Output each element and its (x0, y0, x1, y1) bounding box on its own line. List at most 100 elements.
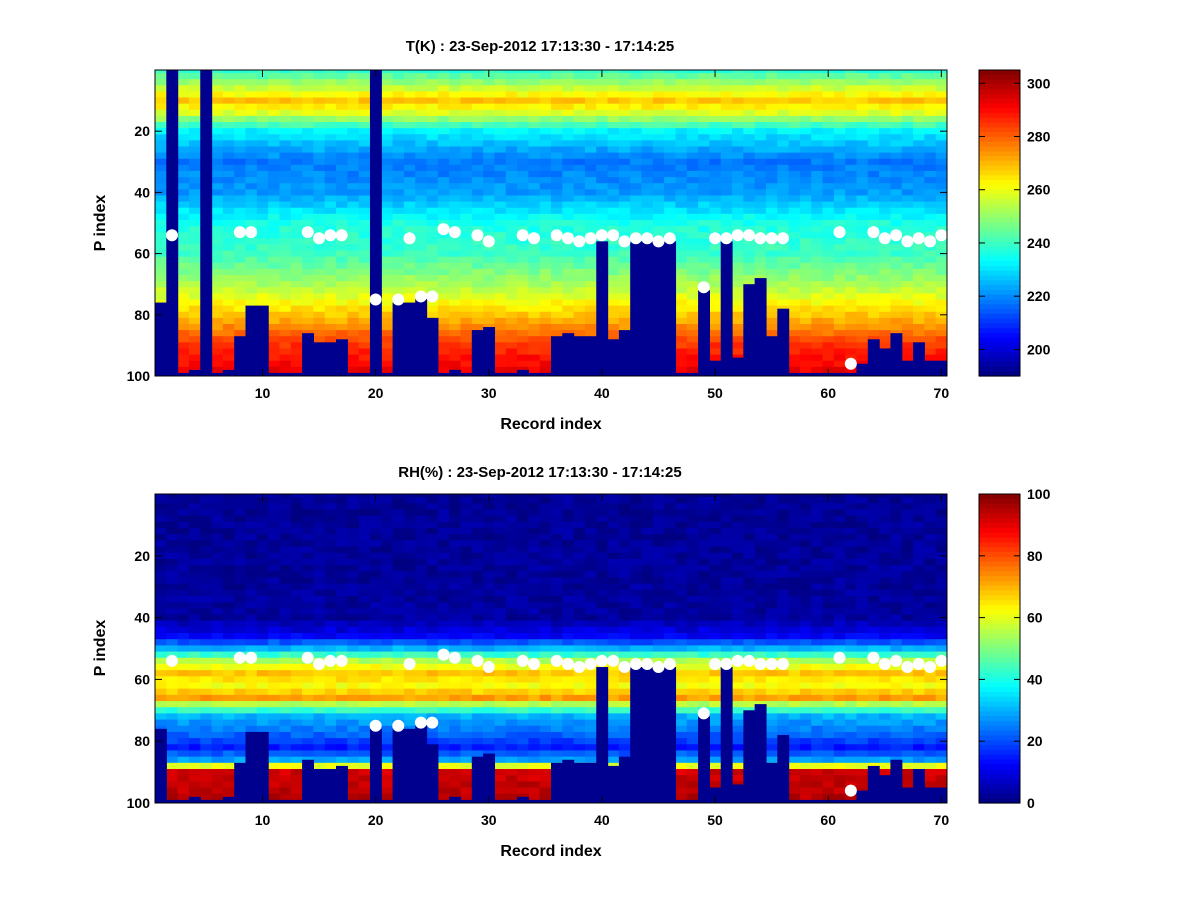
heatmap-cell (302, 595, 314, 603)
heatmap-cell (437, 70, 450, 74)
heatmap-cell (234, 183, 247, 190)
heatmap-cell (268, 614, 281, 622)
heatmap-cell (245, 238, 258, 246)
heatmap-cell (256, 103, 269, 111)
heatmap-cell (437, 299, 450, 307)
heatmap-column (313, 494, 326, 803)
heatmap-cell (449, 122, 462, 129)
heatmap-cell (302, 676, 314, 684)
heatmap-cell (188, 565, 201, 572)
heatmap-cell (302, 79, 314, 86)
heatmap-cell (652, 183, 665, 190)
heatmap-cell (222, 494, 235, 498)
heatmap-cell (279, 146, 292, 154)
heatmap-cell (720, 109, 733, 117)
heatmap-cell (188, 608, 201, 616)
heatmap-cell (336, 281, 348, 288)
heatmap-cell (494, 109, 507, 117)
heatmap-cell (369, 670, 382, 677)
heatmap-cell (155, 515, 167, 523)
heatmap-cell (720, 183, 733, 190)
heatmap-cell (392, 70, 405, 74)
heatmap-cell (890, 146, 903, 154)
heatmap-cell (562, 250, 575, 258)
heatmap-cell (358, 540, 371, 548)
heatmap-cell (856, 115, 869, 123)
heatmap-cell (686, 244, 699, 252)
heatmap-cell (528, 342, 541, 350)
heatmap-cell (166, 534, 179, 541)
heatmap-cell (584, 287, 597, 294)
heatmap-cell (324, 521, 337, 529)
heatmap-cell (324, 330, 337, 337)
surface-mask-column (630, 241, 643, 376)
heatmap-cell (222, 515, 235, 523)
heatmap-cell (449, 360, 462, 368)
heatmap-cell (720, 134, 733, 141)
heatmap-cell (200, 509, 213, 517)
heatmap-cell (381, 494, 394, 498)
heatmap-cell (777, 195, 790, 203)
heatmap-cell (313, 311, 326, 319)
heatmap-cell (369, 540, 382, 548)
heatmap-cell (290, 738, 303, 745)
heatmap-cell (483, 164, 496, 172)
heatmap-cell (437, 323, 450, 331)
heatmap-cell (833, 140, 846, 148)
heatmap-cell (336, 620, 348, 628)
heatmap-cell (166, 589, 179, 597)
heatmap-cell (279, 287, 292, 294)
heatmap-cell (811, 219, 824, 227)
heatmap-cell (845, 97, 858, 105)
heatmap-cell (709, 342, 722, 350)
heatmap-cell (177, 663, 190, 671)
heatmap-cell (256, 713, 269, 721)
heatmap-cell (245, 140, 258, 148)
heatmap-cell (630, 201, 643, 209)
heatmap-cell (268, 626, 281, 634)
heatmap-cell (222, 275, 235, 282)
heatmap-cell (392, 189, 405, 197)
heatmap-cell (528, 330, 541, 337)
heatmap-cell (268, 146, 281, 154)
heatmap-cell (177, 558, 190, 566)
heatmap-cell (788, 226, 801, 233)
heatmap-cell (290, 775, 303, 782)
surface-mask-column (754, 278, 767, 376)
heatmap-cell (155, 633, 167, 640)
colorbar-segment (979, 332, 1020, 339)
heatmap-cell (256, 725, 269, 733)
heatmap-cell (313, 744, 326, 752)
heatmap-cell (279, 109, 292, 117)
heatmap-cell (449, 348, 462, 356)
heatmap-cell (924, 207, 937, 215)
heatmap-cell (324, 682, 337, 690)
heatmap-cell (188, 91, 201, 99)
heatmap-cell (336, 97, 348, 105)
heatmap-cell (336, 497, 348, 504)
heatmap-cell (822, 281, 835, 288)
heatmap-cell (166, 725, 179, 733)
heatmap-cell (913, 305, 925, 313)
colorbar-segment (979, 371, 1020, 377)
heatmap-cell (517, 281, 529, 288)
heatmap-cell (381, 515, 394, 523)
heatmap-cell (188, 232, 201, 239)
heatmap-cell (935, 79, 947, 86)
heatmap-cell (324, 336, 337, 343)
heatmap-cell (358, 762, 371, 770)
heatmap-cell (924, 146, 937, 154)
heatmap-cell (720, 73, 733, 80)
heatmap-cell (528, 226, 541, 233)
heatmap-cell (777, 164, 790, 172)
heatmap-cell (607, 201, 620, 209)
heatmap-cell (777, 85, 790, 93)
heatmap-cell (222, 293, 235, 301)
heatmap-cell (256, 546, 269, 554)
heatmap-cell (935, 115, 947, 123)
heatmap-cell (245, 281, 258, 288)
heatmap-cell (494, 238, 507, 246)
heatmap-cell (290, 515, 303, 523)
heatmap-cell (177, 268, 190, 276)
heatmap-cell (245, 546, 258, 554)
